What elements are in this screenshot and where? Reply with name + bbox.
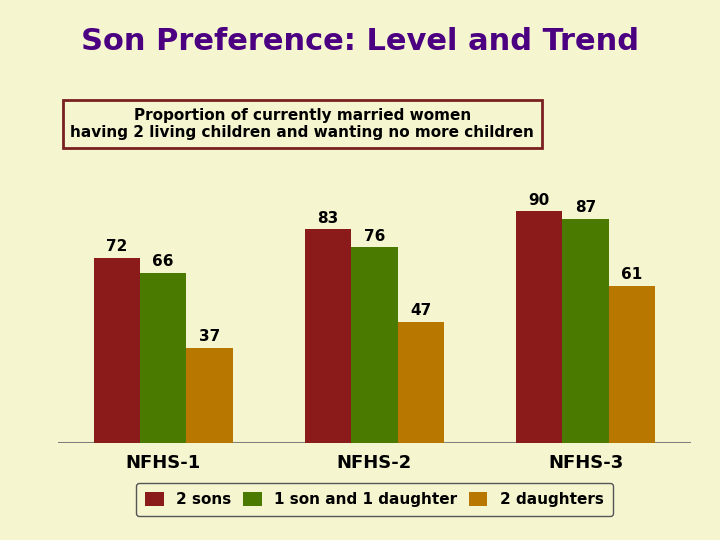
- Text: 66: 66: [153, 254, 174, 269]
- Text: 87: 87: [575, 200, 596, 215]
- Bar: [94, 258, 140, 443]
- FancyBboxPatch shape: [505, 443, 666, 453]
- Bar: [305, 230, 351, 443]
- Text: Son Preference: Level and Trend: Son Preference: Level and Trend: [81, 27, 639, 56]
- Text: 72: 72: [106, 239, 127, 254]
- Bar: [351, 247, 397, 443]
- Text: 37: 37: [199, 329, 220, 344]
- Bar: [562, 219, 609, 443]
- Bar: [609, 286, 655, 443]
- Text: Proportion of currently married women
having 2 living children and wanting no mo: Proportion of currently married women ha…: [71, 108, 534, 140]
- FancyBboxPatch shape: [294, 443, 454, 453]
- Bar: [186, 348, 233, 443]
- Text: 76: 76: [364, 228, 385, 244]
- Text: 47: 47: [410, 303, 431, 318]
- Text: 90: 90: [528, 193, 550, 207]
- Text: 61: 61: [621, 267, 643, 282]
- Bar: [397, 322, 444, 443]
- Text: 83: 83: [318, 211, 338, 226]
- Legend: 2 sons, 1 son and 1 daughter, 2 daughters: 2 sons, 1 son and 1 daughter, 2 daughter…: [136, 483, 613, 516]
- Bar: [140, 273, 186, 443]
- FancyBboxPatch shape: [83, 443, 243, 453]
- Bar: [516, 211, 562, 443]
